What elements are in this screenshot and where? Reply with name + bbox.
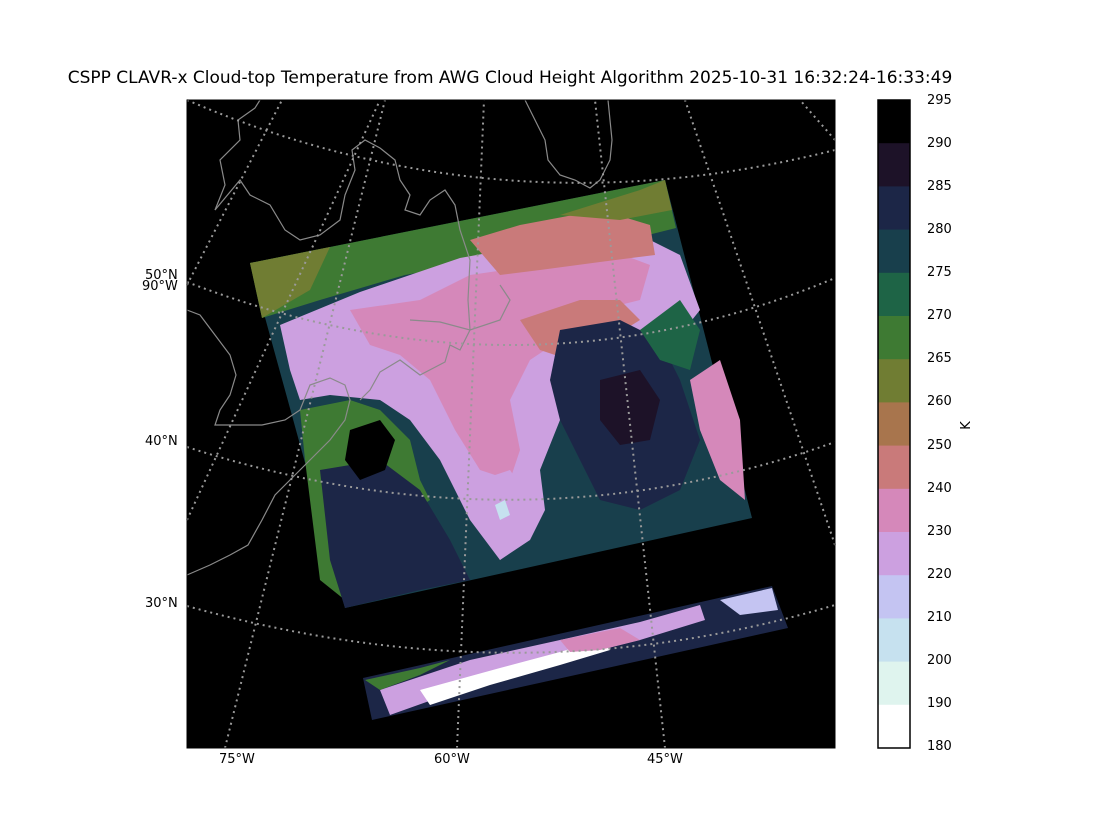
lon-label-60w: 60°W bbox=[434, 752, 470, 767]
colorbar-tick: 285 bbox=[927, 179, 952, 194]
colorbar-segment bbox=[878, 575, 910, 619]
colorbar-segment bbox=[878, 359, 910, 403]
map-frame bbox=[186, 99, 836, 749]
colorbar-segment bbox=[878, 488, 910, 533]
plot-title: CSPP CLAVR-x Cloud-top Temperature from … bbox=[67, 68, 953, 88]
colorbar-segment bbox=[878, 272, 910, 317]
colorbar-tick: 200 bbox=[927, 653, 952, 668]
colorbar-segment bbox=[878, 143, 910, 187]
colorbar-tick: 250 bbox=[927, 438, 952, 453]
colorbar-segment bbox=[878, 445, 910, 490]
colorbar-tick: 220 bbox=[927, 567, 952, 582]
graticule bbox=[186, 99, 836, 749]
colorbar-segment bbox=[878, 229, 910, 274]
colorbar-tick: 280 bbox=[927, 222, 952, 237]
colorbar-segment bbox=[878, 532, 910, 576]
colorbar-tick: 240 bbox=[927, 481, 952, 496]
colorbar-tick: 295 bbox=[927, 93, 952, 108]
colorbar-segment bbox=[878, 402, 910, 447]
colorbar-tick: 270 bbox=[927, 308, 952, 323]
lon-label-45w: 45°W bbox=[647, 752, 683, 767]
colorbar-segment bbox=[878, 704, 910, 749]
colorbar-segment bbox=[878, 618, 910, 663]
colorbar-frame bbox=[877, 99, 911, 749]
colorbar-tick: 210 bbox=[927, 610, 952, 625]
lat-label-50n: 50°N bbox=[145, 268, 178, 283]
lat-label-40n: 40°N bbox=[145, 434, 178, 449]
lat-label-30n: 30°N bbox=[145, 596, 178, 611]
colorbar-segment bbox=[878, 661, 910, 706]
colorbar-segment bbox=[878, 186, 910, 231]
colorbar-tick: 180 bbox=[927, 739, 952, 754]
lon-label-90w: 90°W bbox=[142, 279, 178, 294]
colorbar-segment bbox=[878, 316, 910, 360]
colorbar bbox=[878, 100, 910, 749]
swath-main bbox=[250, 180, 752, 608]
colorbar-tick: 260 bbox=[927, 394, 952, 409]
colorbar-tick: 275 bbox=[927, 265, 952, 280]
colorbar-unit-label: K bbox=[958, 421, 974, 430]
colorbar-tick: 265 bbox=[927, 351, 952, 366]
lon-label-75w: 75°W bbox=[219, 752, 255, 767]
colorbar-tick: 290 bbox=[927, 136, 952, 151]
swath-lower bbox=[363, 586, 788, 720]
coastlines bbox=[186, 99, 613, 576]
colorbar-tick: 190 bbox=[927, 696, 952, 711]
colorbar-segment bbox=[878, 100, 910, 144]
colorbar-tick: 230 bbox=[927, 524, 952, 539]
